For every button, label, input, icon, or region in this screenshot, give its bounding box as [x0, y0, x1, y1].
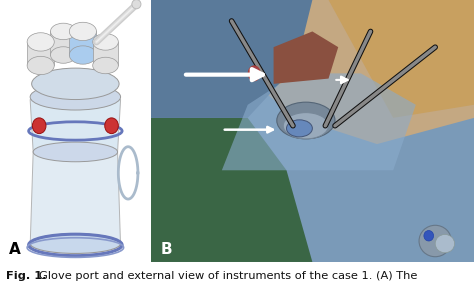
Polygon shape — [93, 42, 118, 65]
Polygon shape — [27, 42, 54, 65]
Ellipse shape — [30, 234, 120, 253]
Ellipse shape — [248, 66, 260, 81]
Ellipse shape — [93, 34, 118, 50]
Text: Fig. 1.: Fig. 1. — [6, 271, 46, 281]
Ellipse shape — [435, 234, 455, 253]
Text: Glove port and external view of instruments of the case 1. (A) The: Glove port and external view of instrume… — [39, 271, 418, 281]
Ellipse shape — [283, 113, 328, 139]
Polygon shape — [0, 0, 151, 262]
Polygon shape — [328, 0, 474, 118]
Ellipse shape — [105, 118, 118, 133]
Polygon shape — [273, 31, 338, 84]
Polygon shape — [151, 0, 312, 118]
Ellipse shape — [27, 56, 54, 75]
Ellipse shape — [419, 225, 451, 257]
Ellipse shape — [93, 57, 118, 74]
Ellipse shape — [277, 102, 335, 139]
Text: A: A — [9, 242, 21, 257]
Polygon shape — [231, 0, 474, 144]
Polygon shape — [30, 99, 120, 152]
Polygon shape — [151, 118, 312, 262]
Polygon shape — [69, 31, 97, 55]
Ellipse shape — [51, 47, 76, 63]
Polygon shape — [51, 31, 76, 55]
Ellipse shape — [424, 231, 434, 241]
Ellipse shape — [69, 22, 97, 41]
Ellipse shape — [33, 142, 118, 162]
Ellipse shape — [32, 118, 46, 133]
Ellipse shape — [27, 33, 54, 51]
Polygon shape — [222, 73, 416, 170]
Polygon shape — [151, 0, 474, 262]
Text: B: B — [160, 242, 172, 257]
Ellipse shape — [51, 23, 76, 40]
Ellipse shape — [30, 84, 120, 110]
Ellipse shape — [132, 0, 141, 9]
Polygon shape — [30, 152, 120, 246]
Ellipse shape — [32, 68, 119, 99]
Ellipse shape — [248, 66, 260, 81]
Ellipse shape — [69, 46, 97, 64]
Ellipse shape — [286, 120, 312, 137]
